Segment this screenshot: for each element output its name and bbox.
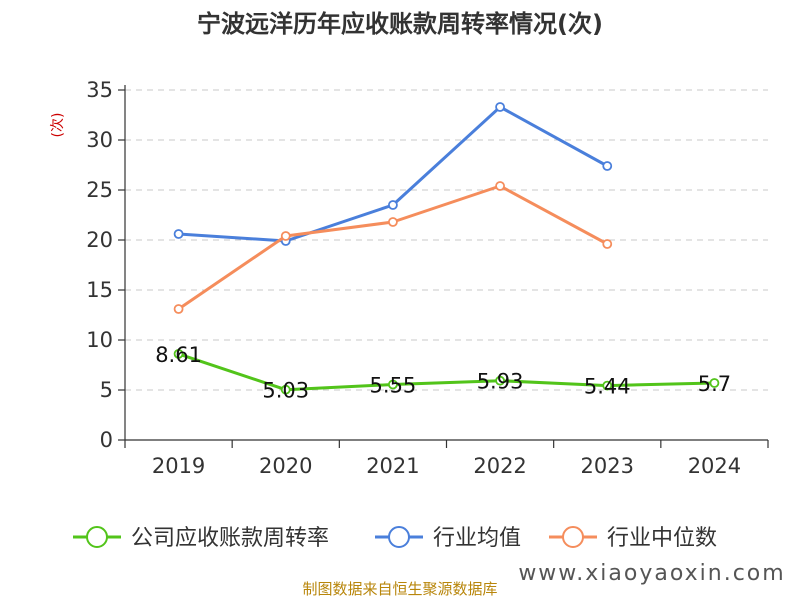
data-point[interactable] <box>388 379 398 390</box>
watermark: www.xiaoyaoxin.com <box>518 561 785 586</box>
data-point[interactable] <box>173 229 184 239</box>
data-point[interactable] <box>709 378 720 388</box>
x-tick-label: 2020 <box>259 454 312 478</box>
y-tick-label: 35 <box>86 78 113 102</box>
data-label: 5.55 <box>370 374 417 398</box>
data-point[interactable] <box>495 375 505 386</box>
y-tick-label: 25 <box>86 178 113 202</box>
x-tick-label: 2024 <box>688 454 741 478</box>
data-label: 5.44 <box>584 375 631 399</box>
legend-label: 行业均值 <box>433 526 521 551</box>
chart-title: 宁波远洋历年应收账款周转率情况(次) <box>197 10 603 38</box>
legend-swatch-marker <box>388 526 410 548</box>
data-point[interactable] <box>173 348 184 359</box>
series-2 <box>173 181 613 314</box>
source-note: 制图数据来自恒生聚源数据库 <box>302 580 497 598</box>
legend-swatch-marker <box>86 526 108 548</box>
data-label: 5.93 <box>477 370 524 394</box>
y-tick-label: 5 <box>100 378 113 402</box>
y-tick-label: 0 <box>100 428 113 452</box>
data-point[interactable] <box>495 181 505 191</box>
data-point[interactable] <box>388 217 398 227</box>
data-point[interactable] <box>602 161 613 171</box>
series-0 <box>173 348 720 395</box>
data-label: 8.61 <box>155 343 202 367</box>
grid-lines <box>125 89 768 391</box>
y-tick-label: 15 <box>86 278 113 302</box>
legend-item-1[interactable]: 行业均值 <box>375 526 521 551</box>
y-axis-label: (次) <box>50 113 66 138</box>
legend-label: 行业中位数 <box>607 526 717 551</box>
data-point[interactable] <box>280 231 291 241</box>
series-1 <box>173 102 613 246</box>
legend-label: 公司应收账款周转率 <box>131 526 329 551</box>
legend-item-2[interactable]: 行业中位数 <box>549 526 717 551</box>
y-tick-label: 20 <box>86 228 113 252</box>
data-point[interactable] <box>173 304 184 314</box>
data-point[interactable] <box>388 200 398 210</box>
legend[interactable]: 公司应收账款周转率 行业均值 行业中位数 <box>73 526 717 551</box>
data-label: 5.7 <box>698 372 731 396</box>
data-label: 5.03 <box>262 379 309 403</box>
x-tick-label: 2022 <box>473 454 526 478</box>
y-tick-label: 30 <box>86 128 113 152</box>
series-line <box>178 352 715 392</box>
y-tick-label: 10 <box>86 328 113 352</box>
data-point[interactable] <box>602 239 613 249</box>
legend-swatch-marker <box>562 526 584 548</box>
legend-item-0[interactable]: 公司应收账款周转率 <box>73 526 329 551</box>
data-point[interactable] <box>495 102 505 112</box>
data-point[interactable] <box>602 380 613 391</box>
data-point[interactable] <box>280 384 291 395</box>
axes: 0 5 10 15 20 25 30 35 2019 2020 2021 2022 2023 2024 <box>86 78 769 478</box>
x-tick-label: 2023 <box>581 454 634 478</box>
series-group: 8.61 5.03 5.55 5.93 5.44 5.7 <box>155 102 731 403</box>
x-tick-label: 2021 <box>366 454 419 478</box>
x-tick-label: 2019 <box>152 454 205 478</box>
